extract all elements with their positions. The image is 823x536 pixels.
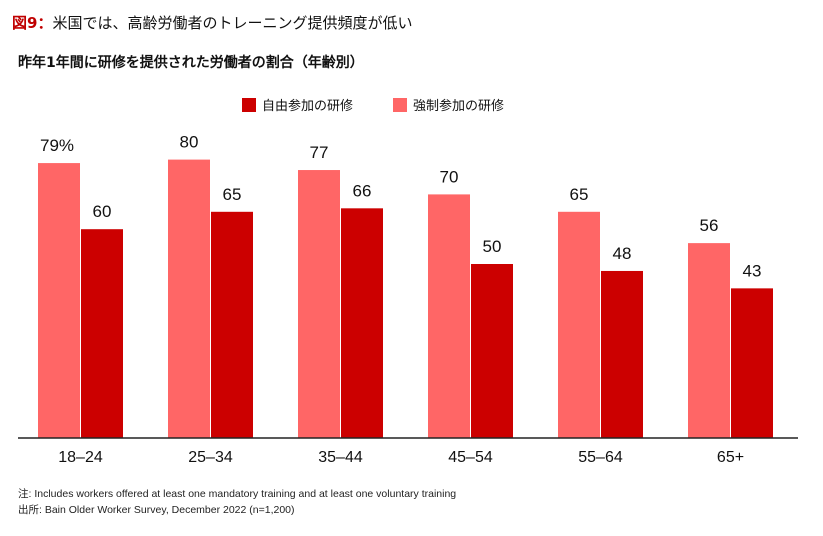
bar-mandatory-1 bbox=[168, 159, 210, 438]
bar-mandatory-3 bbox=[428, 194, 470, 438]
x-tick-label-5: 65+ bbox=[717, 449, 744, 466]
x-tick-label-3: 45–54 bbox=[448, 449, 493, 466]
chart-subtitle: 昨年1年間に研修を提供された労働者の割合（年齢別） bbox=[18, 55, 364, 71]
bar-voluntary-4 bbox=[601, 270, 643, 438]
bar-mandatory-4 bbox=[558, 211, 600, 438]
bar-mandatory-5 bbox=[688, 243, 730, 438]
x-tick-label-2: 35–44 bbox=[318, 449, 363, 466]
x-tick-label-4: 55–64 bbox=[578, 449, 623, 466]
bar-mandatory-0 bbox=[38, 163, 80, 438]
bar-voluntary-0 bbox=[81, 229, 123, 438]
data-label-mandatory-0: 79% bbox=[40, 136, 74, 155]
bar-voluntary-3 bbox=[471, 264, 513, 438]
data-label-voluntary-4: 48 bbox=[613, 244, 632, 263]
legend-item-voluntary: 自由参加の研修 bbox=[242, 95, 353, 114]
data-label-mandatory-4: 65 bbox=[570, 185, 589, 204]
x-tick-label-0: 18–24 bbox=[58, 449, 103, 466]
data-label-mandatory-5: 56 bbox=[700, 216, 719, 235]
data-label-mandatory-2: 77 bbox=[310, 143, 329, 162]
data-label-voluntary-3: 50 bbox=[483, 237, 502, 256]
figure-title: 図9：米国では、高齢労働者のトレーニング提供頻度が低い bbox=[12, 12, 412, 33]
data-label-voluntary-0: 60 bbox=[93, 202, 112, 221]
data-label-voluntary-1: 65 bbox=[223, 185, 242, 204]
bar-voluntary-2 bbox=[341, 208, 383, 438]
legend-label-voluntary: 自由参加の研修 bbox=[262, 99, 354, 114]
figure-title-text: 米国では、高齢労働者のトレーニング提供頻度が低い bbox=[52, 14, 413, 32]
footnote-note: 注: Includes workers offered at least one… bbox=[18, 488, 457, 500]
figure-label: 図9 bbox=[12, 14, 38, 32]
data-label-mandatory-3: 70 bbox=[440, 167, 459, 186]
x-tick-label-1: 25–34 bbox=[188, 449, 233, 466]
legend-swatch-voluntary bbox=[242, 97, 256, 112]
bar-voluntary-1 bbox=[211, 211, 253, 438]
data-label-mandatory-1: 80 bbox=[180, 133, 199, 152]
legend-swatch-mandatory bbox=[393, 97, 408, 112]
chart-legend: 自由参加の研修 強制参加の研修 bbox=[242, 95, 504, 114]
legend-label-mandatory: 強制参加の研修 bbox=[413, 99, 505, 114]
legend-item-mandatory: 強制参加の研修 bbox=[393, 95, 504, 114]
bar-chart: 79% 60 18–24 80 65 25–34 77 66 35–44 70 50 45–54 65 4… bbox=[18, 133, 798, 466]
data-label-voluntary-2: 66 bbox=[353, 181, 372, 200]
bar-mandatory-2 bbox=[298, 170, 340, 439]
footnote-source: 出所: Bain Older Worker Survey, December 2… bbox=[18, 504, 295, 516]
figure-label-separator: ： bbox=[37, 14, 53, 32]
bar-voluntary-5 bbox=[731, 288, 773, 438]
data-label-voluntary-5: 43 bbox=[743, 261, 762, 280]
